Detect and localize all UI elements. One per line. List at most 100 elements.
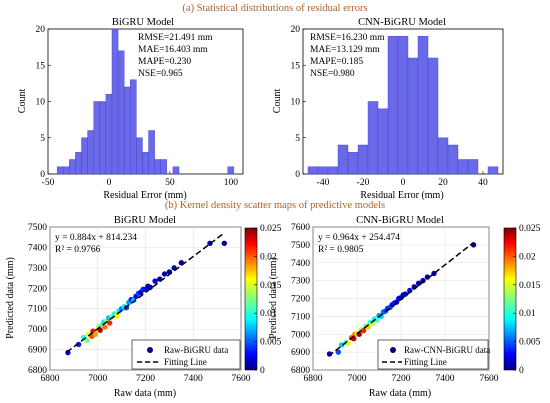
section-a-title: (a) Statistical distributions of residua… <box>182 3 367 14</box>
scatter-point <box>326 351 333 357</box>
x-tick-label: -50 <box>42 178 55 188</box>
scatter-point <box>374 317 380 323</box>
colorbar-tick-label: 0.01 <box>260 309 277 319</box>
y-tick-label: 5 <box>40 134 45 144</box>
scatter-point <box>221 240 227 247</box>
x-tick-label: -40 <box>317 178 330 188</box>
scatter-point <box>92 331 99 337</box>
hist-cnn-bigru-stat-rmse: RMSE=16.230 mm <box>310 33 385 43</box>
histogram-bar <box>407 57 419 175</box>
scatter-cnn-bigru-ticks: 6800 7000 7200 7400 7600 6800 6900 7000 7100 7200… <box>291 223 499 384</box>
y-tick-label: 6800 <box>28 366 47 376</box>
histogram-bar <box>63 166 70 175</box>
x-tick-label: 7600 <box>480 374 499 384</box>
scatter-point <box>114 313 120 319</box>
histogram-bar <box>357 144 369 175</box>
histogram-bar <box>397 36 409 175</box>
hist-bigru-axes <box>47 28 244 175</box>
hist-bigru-xlabel: Residual Error (mm) <box>103 190 186 201</box>
histogram-bar <box>160 159 168 175</box>
scatter-point <box>415 280 422 287</box>
scatter-bigru-legend-fit: Fitting Line <box>164 357 207 367</box>
x-tick-label: 7000 <box>348 374 367 384</box>
scatter-cnn-bigru-panel: CNN-BiGRU Model 6800 7000 7200 7400 76006800… <box>268 215 541 399</box>
scatter-bigru-fit-line <box>66 232 225 353</box>
y-tick-label: 10 <box>291 98 301 108</box>
y-tick-label: 5 <box>295 134 300 144</box>
colorbar-tick-label: 0.01 <box>519 309 536 319</box>
x-tick-label: 7000 <box>88 374 107 384</box>
histogram-bar <box>154 159 161 175</box>
scatter-bigru-r2: R² = 0.9766 <box>55 245 101 255</box>
x-tick-label: 50 <box>165 178 175 188</box>
y-tick-label: 7500 <box>28 223 47 233</box>
histogram-bar <box>427 57 439 175</box>
scatter-cnn-bigru-colorbar-ticks: 0 0.005 0.01 0.015 0.02 0.025 <box>513 224 541 376</box>
scatter-cnn-bigru-equation: y = 0.964x + 254.474 <box>318 233 400 243</box>
hist-cnn-bigru-title: CNN-BiGRU Model <box>358 17 446 28</box>
y-tick-label: 7000 <box>291 330 310 340</box>
scatter-bigru-legend-points: Raw-BiGRU data <box>164 345 228 355</box>
hist-cnn-bigru-panel: CNN-BiGRU Model -40 -20 0 20 40 0 5 10 15 20 RMSE… <box>272 17 504 201</box>
histogram-bar <box>69 159 76 175</box>
histogram-bar <box>148 130 155 175</box>
hist-cnn-bigru-stat-nse: NSE=0.980 <box>310 69 355 79</box>
histogram-bar <box>130 79 137 175</box>
section-b-title: (b) Kernel density scatter maps of predi… <box>165 200 385 211</box>
scatter-cnn-bigru-r2: R² = 0.9805 <box>318 245 364 255</box>
scatter-cnn-bigru-legend: Raw-CNN-BiGRU data Fitting Line <box>377 339 490 370</box>
hist-cnn-bigru-stat-mape: MAPE=0.185 <box>310 57 363 67</box>
histogram-bar <box>81 137 88 175</box>
hist-cnn-bigru-stat-mae: MAE=13.129 mm <box>310 45 380 55</box>
histogram-bar <box>123 86 131 175</box>
y-tick-label: 7100 <box>28 305 47 315</box>
histogram-bar <box>467 159 479 175</box>
colorbar-tick-label: 0 <box>519 366 524 376</box>
x-tick-label: 6800 <box>304 374 323 384</box>
scatter-bigru-legend-box <box>131 339 241 370</box>
colorbar-tick-label: 0.005 <box>260 338 282 348</box>
histogram-bar <box>111 28 119 175</box>
scatter-bigru-legend: Raw-BiGRU data Fitting Line <box>131 339 241 370</box>
y-tick-label: 7100 <box>291 312 310 322</box>
scatter-point <box>106 320 113 326</box>
scatter-point <box>84 337 90 344</box>
scatter-bigru-title: BiGRU Model <box>114 215 176 226</box>
y-tick-label: 7300 <box>291 277 310 287</box>
y-tick-label: 7000 <box>28 325 47 335</box>
y-tick-label: 10 <box>36 98 46 108</box>
histogram-bar <box>367 101 379 175</box>
histogram-bar <box>437 137 449 175</box>
scatter-cnn-bigru-legend-fit: Fitting Line <box>404 357 447 367</box>
x-tick-label: 6800 <box>41 374 60 384</box>
histogram-bar <box>99 101 107 175</box>
hist-bigru-stat-nse: NSE=0.965 <box>138 69 183 79</box>
histogram-bar <box>327 166 339 175</box>
scatter-bigru-colorbar <box>244 227 258 371</box>
x-tick-label: 0 <box>107 178 112 188</box>
x-tick-label: 40 <box>478 178 488 188</box>
y-tick-label: 20 <box>36 25 46 35</box>
hist-bigru-stat-mape: MAPE=0.230 <box>138 57 191 67</box>
hist-bigru-title: BiGRU Model <box>112 17 174 28</box>
histogram-bar <box>117 50 125 175</box>
histogram-bar <box>417 36 429 175</box>
colorbar-tick-label: 0.005 <box>519 338 541 348</box>
y-tick-label: 6800 <box>291 366 310 376</box>
colorbar-tick-label: 0 <box>260 366 265 376</box>
scatter-bigru-legend-marker <box>147 347 153 353</box>
y-tick-label: 15 <box>36 61 46 71</box>
hist-cnn-bigru-ticks: -40 -20 0 20 40 0 5 10 15 20 <box>291 25 489 188</box>
scatter-cnn-bigru-fit-line <box>327 241 475 357</box>
scatter-bigru-ticks: 6800 7000 7200 7400 7600 6800 6900 7000 7100 7200… <box>28 223 251 384</box>
histogram-bar <box>105 94 113 175</box>
hist-bigru-stat-mae: MAE=16.403 mm <box>138 45 208 55</box>
histogram-bar <box>56 166 64 175</box>
y-tick-label: 7400 <box>291 259 310 269</box>
x-tick-label: 7600 <box>232 374 251 384</box>
scatter-point <box>161 271 168 277</box>
y-tick-label: 6900 <box>28 346 47 356</box>
y-tick-label: 7200 <box>291 295 310 305</box>
scatter-bigru-ylabel: Predicted data (mm) <box>5 257 16 339</box>
